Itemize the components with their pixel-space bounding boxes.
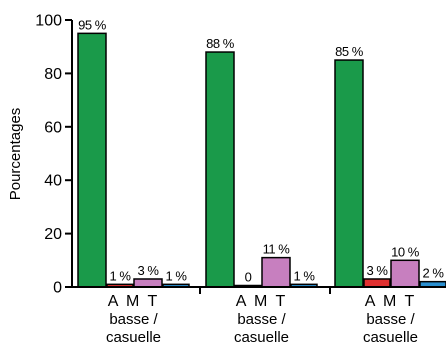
data-label: 0 <box>245 270 252 285</box>
data-label: 88 % <box>206 36 235 51</box>
category-label: casuelle <box>234 329 289 346</box>
data-label: 1 % <box>294 268 316 283</box>
bar <box>334 59 364 288</box>
category-label: basse / <box>366 311 415 328</box>
bar <box>205 51 235 288</box>
data-label: 11 % <box>263 242 291 257</box>
y-tick-label: 80 <box>44 66 62 83</box>
axes-layer: 0 20 40 60 80 100 <box>35 13 446 297</box>
data-label: 1 % <box>110 268 132 283</box>
category-label: A M T <box>108 293 160 310</box>
category-label: basse / <box>237 311 286 328</box>
data-label: 3 % <box>367 263 389 278</box>
category-label: casuelle <box>106 329 161 346</box>
data-label: 3 % <box>138 263 160 278</box>
y-axis-label: Pourcentages <box>7 108 24 201</box>
category-label: A M T <box>365 293 417 310</box>
bar <box>363 278 391 288</box>
category-label: basse / <box>109 311 158 328</box>
bar <box>261 256 291 288</box>
bars-layer <box>77 32 446 288</box>
data-label: 2 % <box>423 266 445 281</box>
y-tick-label: 100 <box>35 13 62 30</box>
bar <box>77 32 107 288</box>
category-label: A M T <box>236 293 288 310</box>
category-label: casuelle <box>363 329 418 346</box>
y-tick-label: 0 <box>53 280 62 297</box>
bar <box>390 259 420 288</box>
y-tick-label: 20 <box>44 226 62 243</box>
data-label: 85 % <box>335 44 364 59</box>
data-label: 95 % <box>78 17 107 32</box>
y-tick-label: 40 <box>44 173 62 190</box>
y-tick-label: 60 <box>44 119 62 136</box>
data-label: 1 % <box>166 268 188 283</box>
data-label: 10 % <box>391 244 420 259</box>
bar <box>133 278 163 288</box>
